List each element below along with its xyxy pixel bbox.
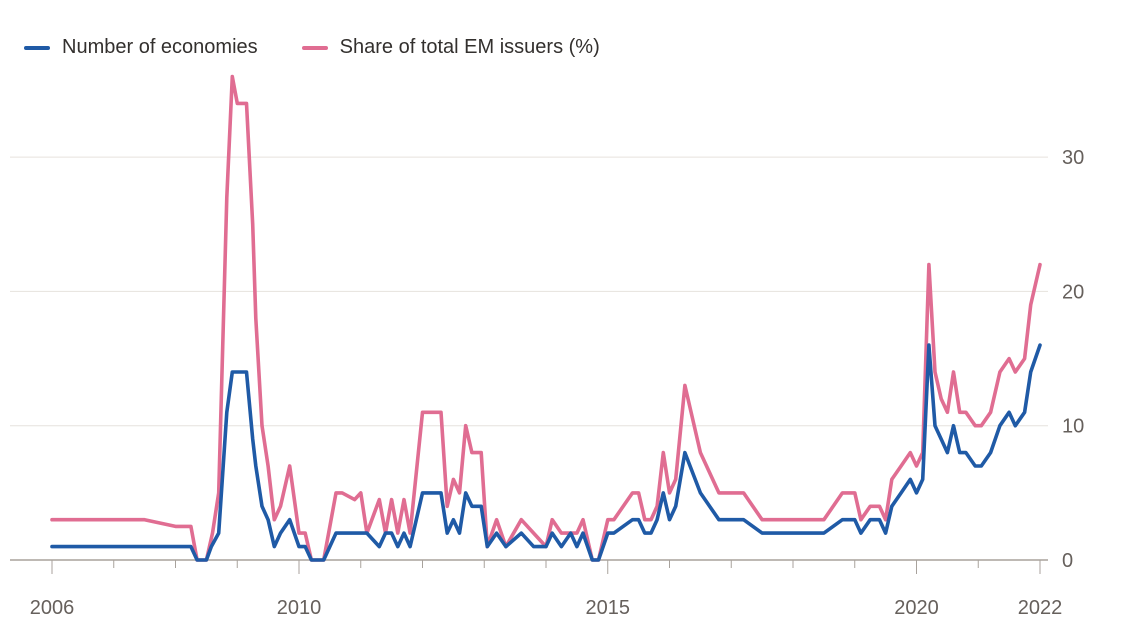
series-lines xyxy=(50,74,1042,562)
y-tick-label-0: 0 xyxy=(1062,550,1073,572)
y-axis-ticks: 0 10 20 30 xyxy=(1062,147,1084,572)
x-axis: 2006 2010 2015 2020 2022 xyxy=(30,560,1063,619)
chart-legend: Number of economies Share of total EM is… xyxy=(24,36,600,59)
x-tick-label-2006: 2006 xyxy=(30,597,75,619)
series-line-share xyxy=(50,74,1042,562)
legend-swatch-share xyxy=(301,45,328,50)
y-tick-label-20: 20 xyxy=(1062,281,1084,303)
legend-item-economies: Number of economies xyxy=(24,36,258,59)
y-tick-label-10: 10 xyxy=(1062,416,1084,438)
legend-label-economies: Number of economies xyxy=(62,36,258,58)
x-tick-label-2010: 2010 xyxy=(277,597,322,619)
x-tick-label-2015: 2015 xyxy=(586,597,631,619)
series-line-economies xyxy=(50,343,1042,562)
x-tick-label-2020: 2020 xyxy=(894,597,939,619)
legend-label-share: Share of total EM issuers (%) xyxy=(339,36,600,58)
legend-swatch-economies xyxy=(24,45,50,50)
legend-item-share: Share of total EM issuers (%) xyxy=(301,36,600,59)
y-tick-label-30: 30 xyxy=(1062,147,1084,169)
x-tick-label-2022: 2022 xyxy=(1018,597,1063,619)
gridlines xyxy=(10,156,1048,561)
